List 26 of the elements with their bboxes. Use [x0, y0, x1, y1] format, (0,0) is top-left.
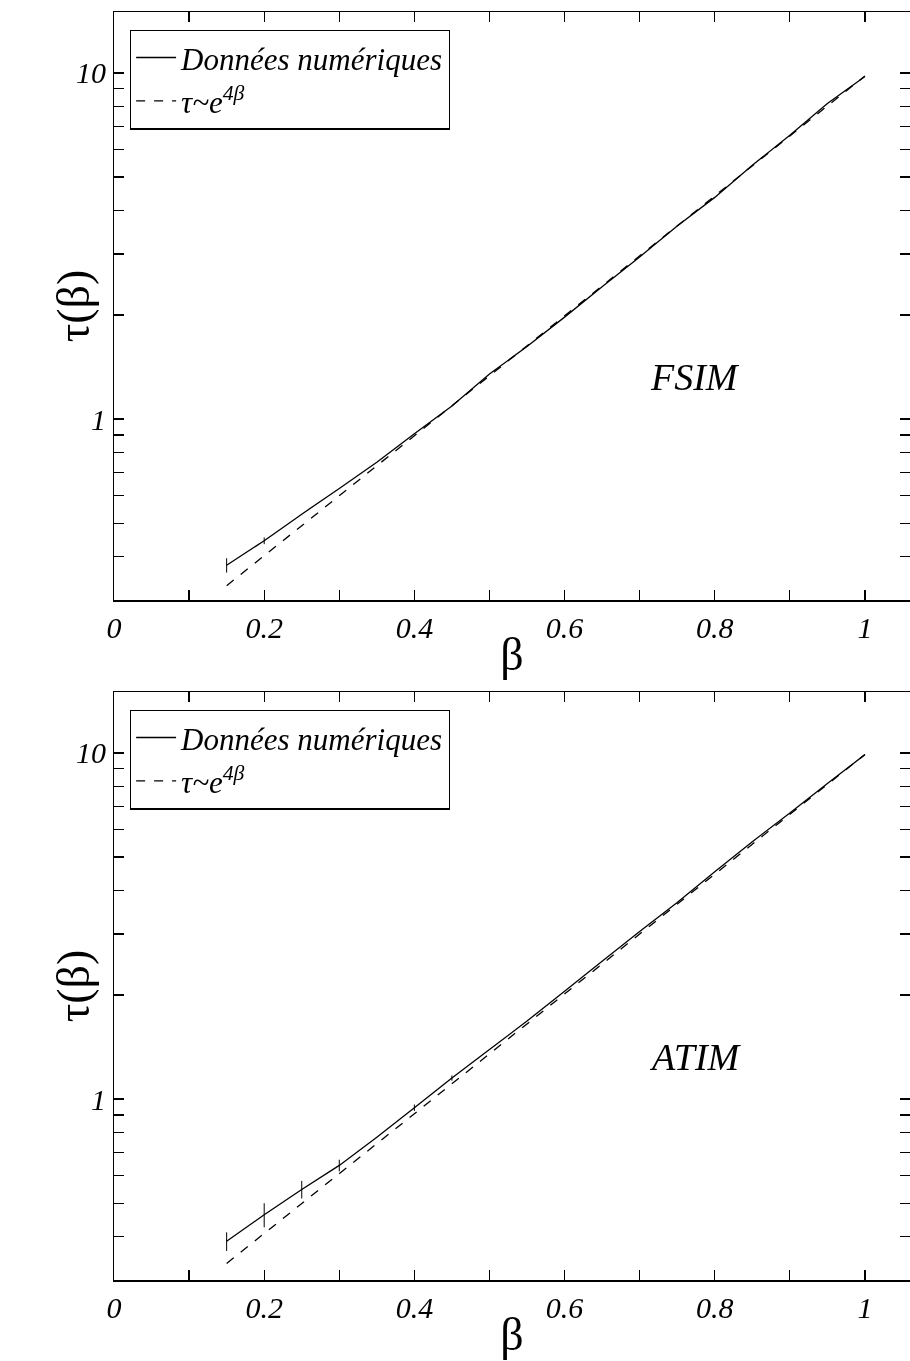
y-tick-label: 1	[91, 403, 106, 436]
x-tick-label: 1	[857, 1290, 873, 1324]
annotation: ATIM	[649, 1036, 742, 1078]
x-tick-label: 0.4	[395, 1290, 434, 1324]
y-tick-label: 10	[76, 56, 106, 89]
x-tick-label: 0	[106, 1290, 122, 1324]
x-tick-label: 0.6	[545, 610, 584, 644]
y-tick-label: 10	[76, 736, 106, 769]
y-axis-title: τ(β)	[48, 949, 100, 1023]
annotation: FSIM	[650, 356, 740, 398]
x-tick-label: 0.8	[696, 1290, 734, 1324]
x-tick-label: 0	[106, 610, 122, 644]
x-axis-title: β	[500, 1309, 524, 1360]
y-axis-title: τ(β)	[48, 269, 100, 343]
x-tick-label: 0.4	[395, 610, 434, 644]
x-tick-label: 0.2	[245, 1290, 283, 1324]
x-tick-label: 0.6	[545, 1290, 584, 1324]
legend-label: Données numériques	[180, 721, 442, 757]
x-tick-label: 1	[857, 610, 873, 644]
x-axis-title: β	[500, 629, 524, 680]
legend-label: τ~e$^{4β}$	[181, 760, 245, 800]
legend-label: τ~e$^{4β}$	[181, 80, 245, 120]
legend-label: Données numériques	[180, 41, 442, 77]
y-tick-label: 1	[91, 1083, 106, 1116]
x-tick-label: 0.2	[245, 610, 283, 644]
x-tick-label: 0.8	[696, 610, 734, 644]
